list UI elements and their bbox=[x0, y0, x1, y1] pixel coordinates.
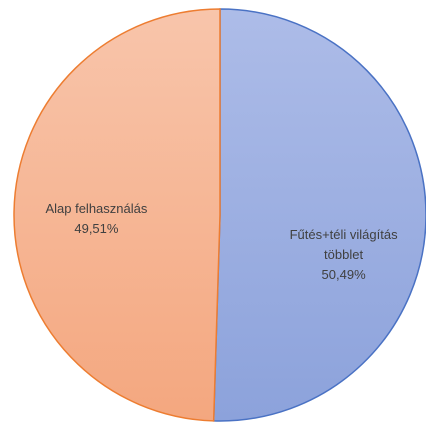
pie-slice bbox=[212, 8, 426, 422]
slice-label: Alap felhasználás 49,51% bbox=[26, 199, 166, 239]
category-label: Alap felhasználás bbox=[45, 201, 148, 217]
value-label: 49,51% bbox=[74, 221, 119, 237]
slice-label: Fűtés+téli világítás többlet 50,49% bbox=[269, 225, 419, 285]
category-label: Fűtés+téli világítás többlet bbox=[289, 226, 398, 262]
value-label: 50,49% bbox=[321, 266, 366, 282]
pie-slice bbox=[13, 8, 221, 422]
